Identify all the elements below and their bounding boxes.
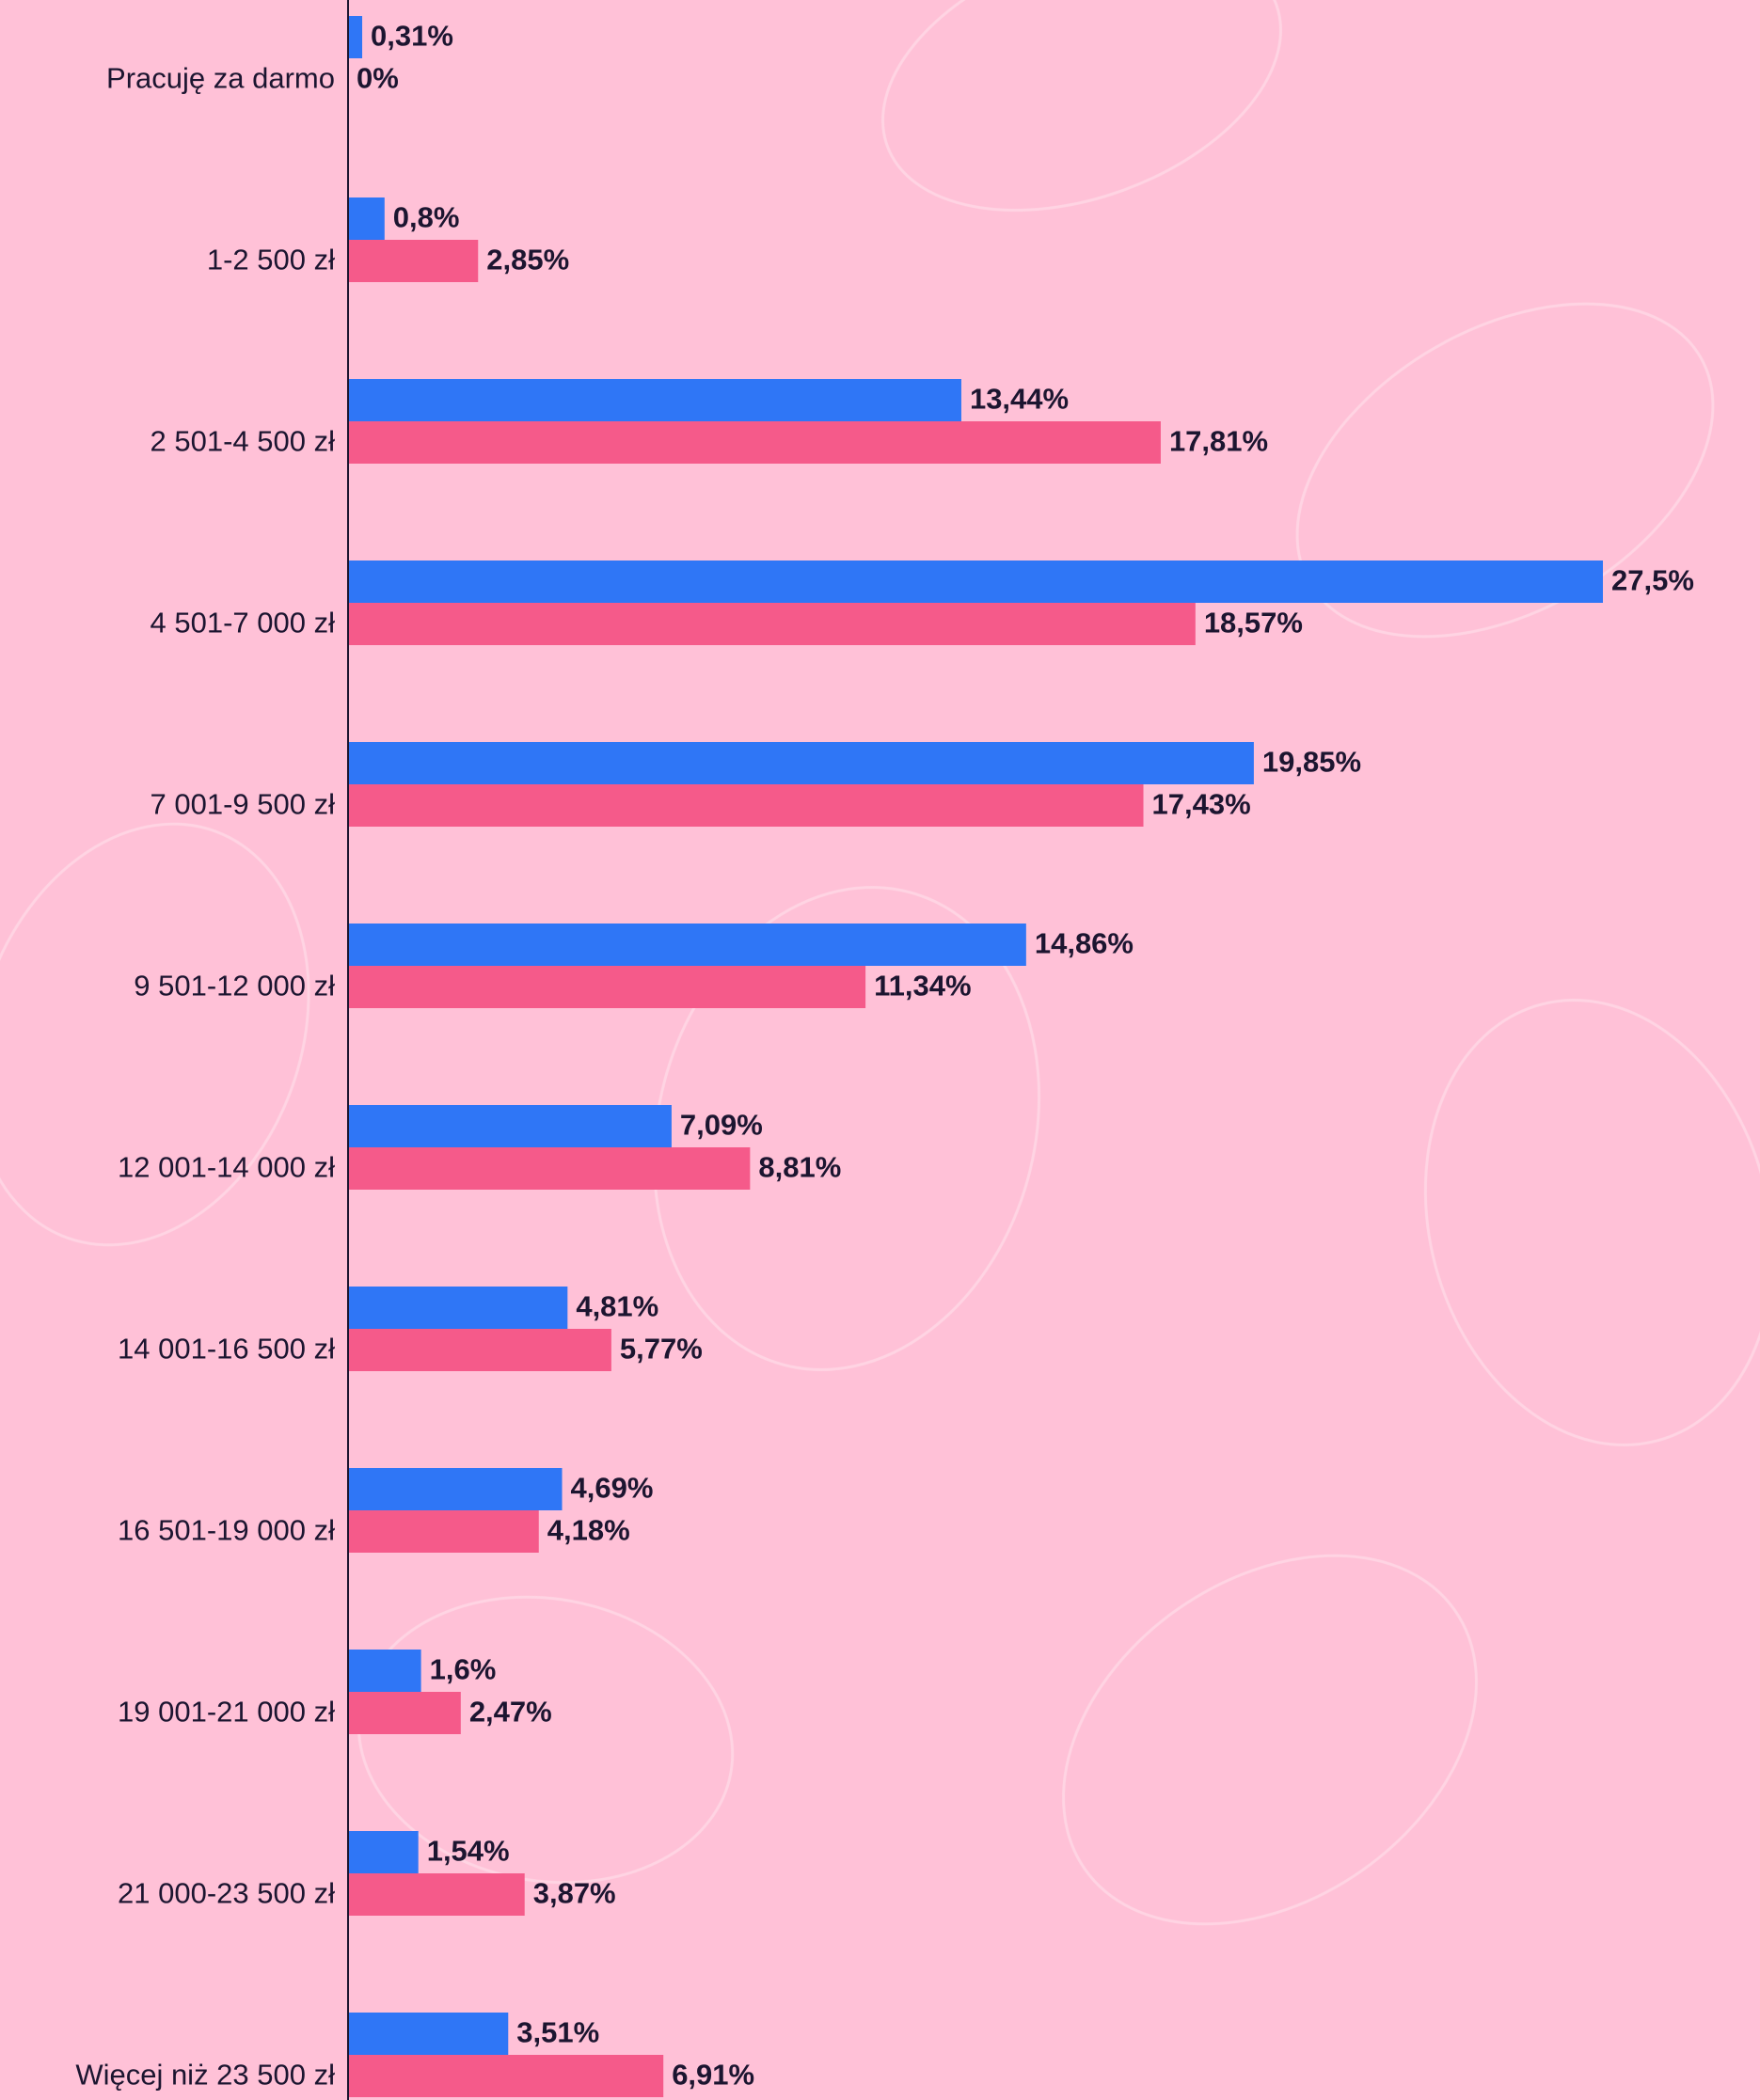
bar	[348, 421, 1161, 464]
value-label: 7,09%	[680, 1109, 763, 1142]
value-label: 11,34%	[874, 970, 971, 1003]
bar	[348, 1650, 421, 1692]
value-label: 5,77%	[620, 1333, 703, 1366]
bar	[348, 924, 1026, 966]
bar	[348, 379, 961, 421]
value-label: 19,85%	[1262, 746, 1361, 779]
bar	[348, 1468, 563, 1510]
bar	[348, 2055, 664, 2097]
value-label: 13,44%	[970, 383, 1069, 416]
bar	[348, 1873, 525, 1916]
bar	[348, 784, 1144, 827]
value-label: 2,47%	[469, 1696, 552, 1729]
value-label: 0,8%	[393, 201, 460, 234]
value-label: 3,51%	[516, 2016, 599, 2049]
category-label: 19 001-21 000 zł	[118, 1696, 335, 1729]
bar	[348, 240, 479, 282]
value-label: 4,81%	[576, 1290, 658, 1323]
value-label: 27,5%	[1611, 564, 1694, 597]
bar	[348, 742, 1254, 784]
bar	[348, 966, 866, 1008]
bar	[348, 1831, 419, 1873]
bar	[348, 2013, 509, 2055]
category-label: 2 501-4 500 zł	[151, 425, 336, 458]
value-label: 1,6%	[430, 1653, 497, 1686]
bar	[348, 1692, 461, 1734]
value-label: 1,54%	[427, 1835, 510, 1868]
bar	[348, 1287, 568, 1329]
bar	[348, 1510, 539, 1553]
value-label: 8,81%	[758, 1151, 841, 1184]
category-label: Więcej niż 23 500 zł	[75, 2059, 335, 2092]
category-label: 7 001-9 500 zł	[151, 788, 336, 821]
bar	[348, 1147, 751, 1190]
category-label: 9 501-12 000 zł	[134, 970, 335, 1003]
category-label: 21 000-23 500 zł	[118, 1877, 335, 1910]
value-label: 17,43%	[1152, 788, 1251, 821]
category-label: 4 501-7 000 zł	[151, 607, 336, 639]
value-label: 4,69%	[571, 1472, 654, 1505]
bar	[348, 197, 385, 240]
category-label: 16 501-19 000 zł	[118, 1514, 335, 1547]
category-label: 14 001-16 500 zł	[118, 1333, 335, 1366]
category-label: 1-2 500 zł	[207, 244, 335, 276]
bar	[348, 1105, 672, 1147]
bar	[348, 603, 1196, 645]
value-label: 14,86%	[1035, 927, 1134, 960]
bar	[348, 561, 1603, 603]
value-label: 17,81%	[1169, 425, 1268, 458]
bar	[348, 16, 363, 58]
value-label: 0%	[357, 62, 399, 95]
value-label: 6,91%	[672, 2059, 754, 2092]
value-label: 18,57%	[1204, 607, 1303, 639]
value-label: 3,87%	[533, 1877, 616, 1910]
value-label: 2,85%	[486, 244, 569, 276]
value-label: 4,18%	[547, 1514, 630, 1547]
bar	[348, 1329, 611, 1371]
category-label: 12 001-14 000 zł	[118, 1151, 335, 1184]
category-label: Pracuję za darmo	[106, 62, 335, 95]
value-label: 0,31%	[371, 20, 453, 53]
